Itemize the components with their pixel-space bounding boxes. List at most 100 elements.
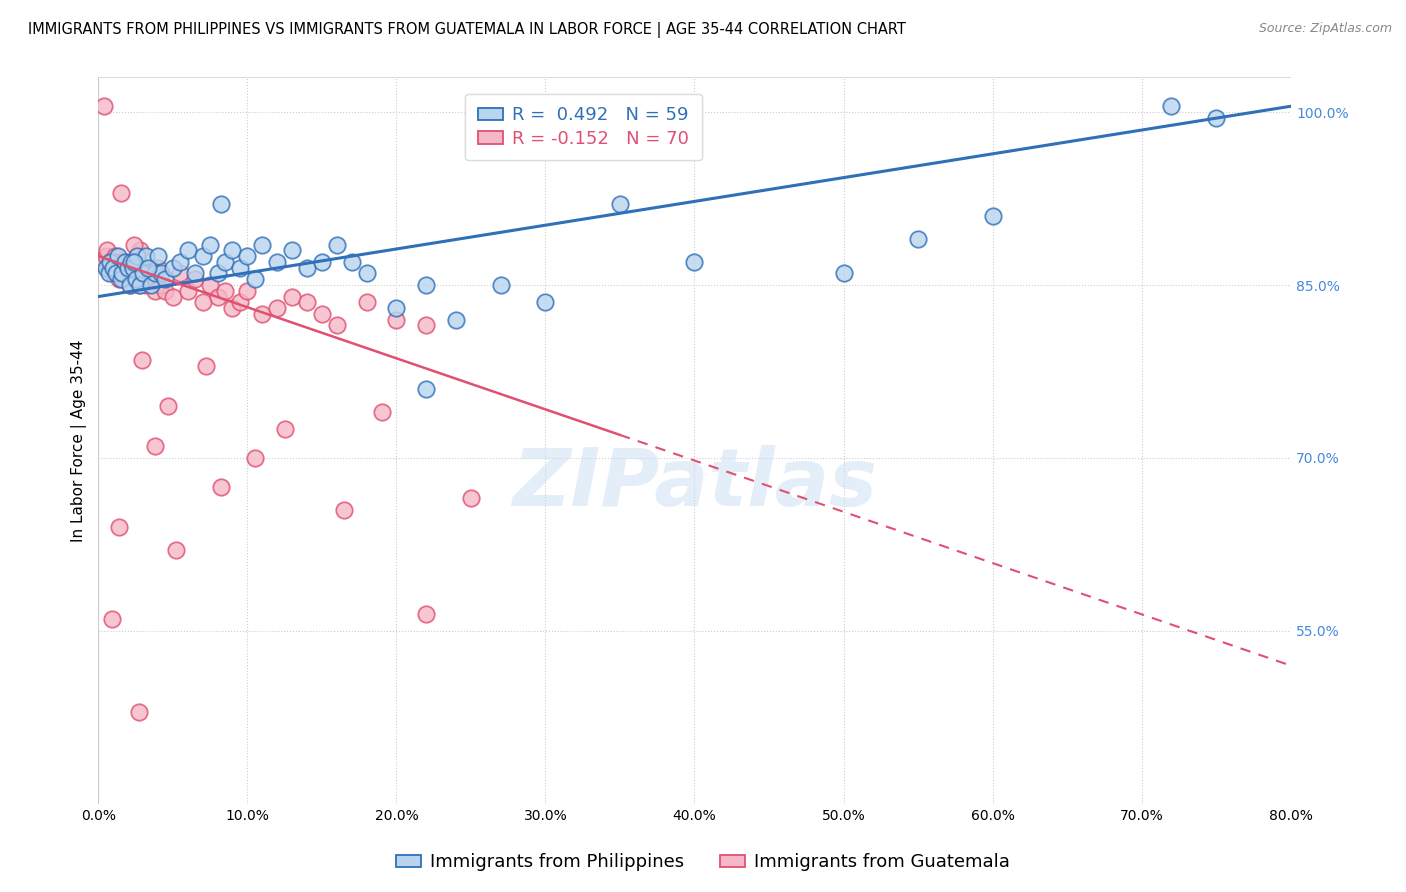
Point bbox=[252, 237, 274, 252]
Point bbox=[281, 289, 304, 303]
Point bbox=[340, 255, 363, 269]
Point bbox=[121, 260, 143, 275]
Point bbox=[100, 260, 122, 275]
Point bbox=[122, 237, 145, 252]
Point bbox=[108, 520, 131, 534]
Point bbox=[127, 249, 149, 263]
Point bbox=[333, 503, 356, 517]
Point bbox=[110, 186, 132, 200]
Point bbox=[149, 267, 172, 281]
Point bbox=[184, 267, 207, 281]
Point bbox=[534, 295, 557, 310]
Point bbox=[907, 232, 929, 246]
Text: Source: ZipAtlas.com: Source: ZipAtlas.com bbox=[1258, 22, 1392, 36]
Point bbox=[229, 295, 252, 310]
Point bbox=[221, 301, 243, 315]
Point bbox=[295, 260, 318, 275]
Point bbox=[209, 480, 232, 494]
Point bbox=[97, 260, 120, 275]
Point bbox=[194, 359, 217, 373]
Text: ZIPatlas: ZIPatlas bbox=[512, 445, 877, 524]
Point bbox=[207, 289, 229, 303]
Point bbox=[214, 284, 236, 298]
Point bbox=[114, 255, 136, 269]
Legend: Immigrants from Philippines, Immigrants from Guatemala: Immigrants from Philippines, Immigrants … bbox=[388, 847, 1018, 879]
Point bbox=[122, 255, 145, 269]
Point bbox=[114, 260, 136, 275]
Point bbox=[356, 295, 378, 310]
Point bbox=[110, 255, 132, 269]
Point bbox=[110, 272, 132, 286]
Point bbox=[198, 278, 221, 293]
Point bbox=[118, 278, 141, 293]
Point bbox=[326, 237, 349, 252]
Point bbox=[311, 255, 333, 269]
Point bbox=[415, 607, 437, 621]
Point bbox=[104, 249, 127, 263]
Point bbox=[97, 267, 120, 281]
Point bbox=[184, 272, 207, 286]
Point bbox=[198, 237, 221, 252]
Point bbox=[326, 318, 349, 333]
Point bbox=[191, 249, 214, 263]
Point bbox=[236, 249, 259, 263]
Point bbox=[105, 255, 128, 269]
Point bbox=[177, 284, 200, 298]
Point bbox=[266, 301, 288, 315]
Point bbox=[415, 278, 437, 293]
Text: IMMIGRANTS FROM PHILIPPINES VS IMMIGRANTS FROM GUATEMALA IN LABOR FORCE | AGE 35: IMMIGRANTS FROM PHILIPPINES VS IMMIGRANT… bbox=[28, 22, 905, 38]
Point bbox=[162, 289, 184, 303]
Point bbox=[243, 450, 266, 465]
Point bbox=[117, 260, 139, 275]
Point bbox=[146, 249, 169, 263]
Point bbox=[117, 260, 139, 275]
Point bbox=[281, 244, 304, 258]
Point bbox=[112, 272, 135, 286]
Point bbox=[111, 267, 134, 281]
Point bbox=[111, 267, 134, 281]
Point bbox=[96, 244, 118, 258]
Point bbox=[832, 267, 855, 281]
Point bbox=[683, 255, 706, 269]
Point bbox=[149, 278, 172, 293]
Point bbox=[169, 267, 191, 281]
Point bbox=[127, 249, 149, 263]
Point bbox=[207, 267, 229, 281]
Point bbox=[1160, 99, 1182, 113]
Point bbox=[128, 705, 150, 719]
Point bbox=[136, 260, 159, 275]
Point bbox=[132, 260, 155, 275]
Point bbox=[129, 278, 152, 293]
Point bbox=[370, 405, 392, 419]
Point bbox=[128, 278, 150, 293]
Point bbox=[124, 272, 146, 286]
Point bbox=[139, 272, 162, 286]
Point bbox=[609, 197, 631, 211]
Point bbox=[214, 255, 236, 269]
Point bbox=[385, 301, 408, 315]
Point bbox=[165, 543, 187, 558]
Point bbox=[460, 491, 482, 506]
Y-axis label: In Labor Force | Age 35-44: In Labor Force | Age 35-44 bbox=[72, 340, 87, 541]
Point bbox=[143, 440, 166, 454]
Point bbox=[169, 255, 191, 269]
Point bbox=[444, 312, 467, 326]
Point bbox=[229, 260, 252, 275]
Point bbox=[124, 272, 146, 286]
Point bbox=[157, 399, 180, 413]
Point bbox=[98, 255, 121, 269]
Point bbox=[385, 312, 408, 326]
Point bbox=[136, 267, 159, 281]
Point bbox=[103, 260, 125, 275]
Point bbox=[105, 267, 128, 281]
Point bbox=[415, 382, 437, 396]
Point bbox=[118, 278, 141, 293]
Point bbox=[107, 260, 129, 275]
Point bbox=[120, 255, 142, 269]
Point bbox=[143, 284, 166, 298]
Point bbox=[177, 244, 200, 258]
Point bbox=[131, 353, 153, 368]
Point bbox=[155, 284, 177, 298]
Point bbox=[266, 255, 288, 269]
Point bbox=[93, 99, 115, 113]
